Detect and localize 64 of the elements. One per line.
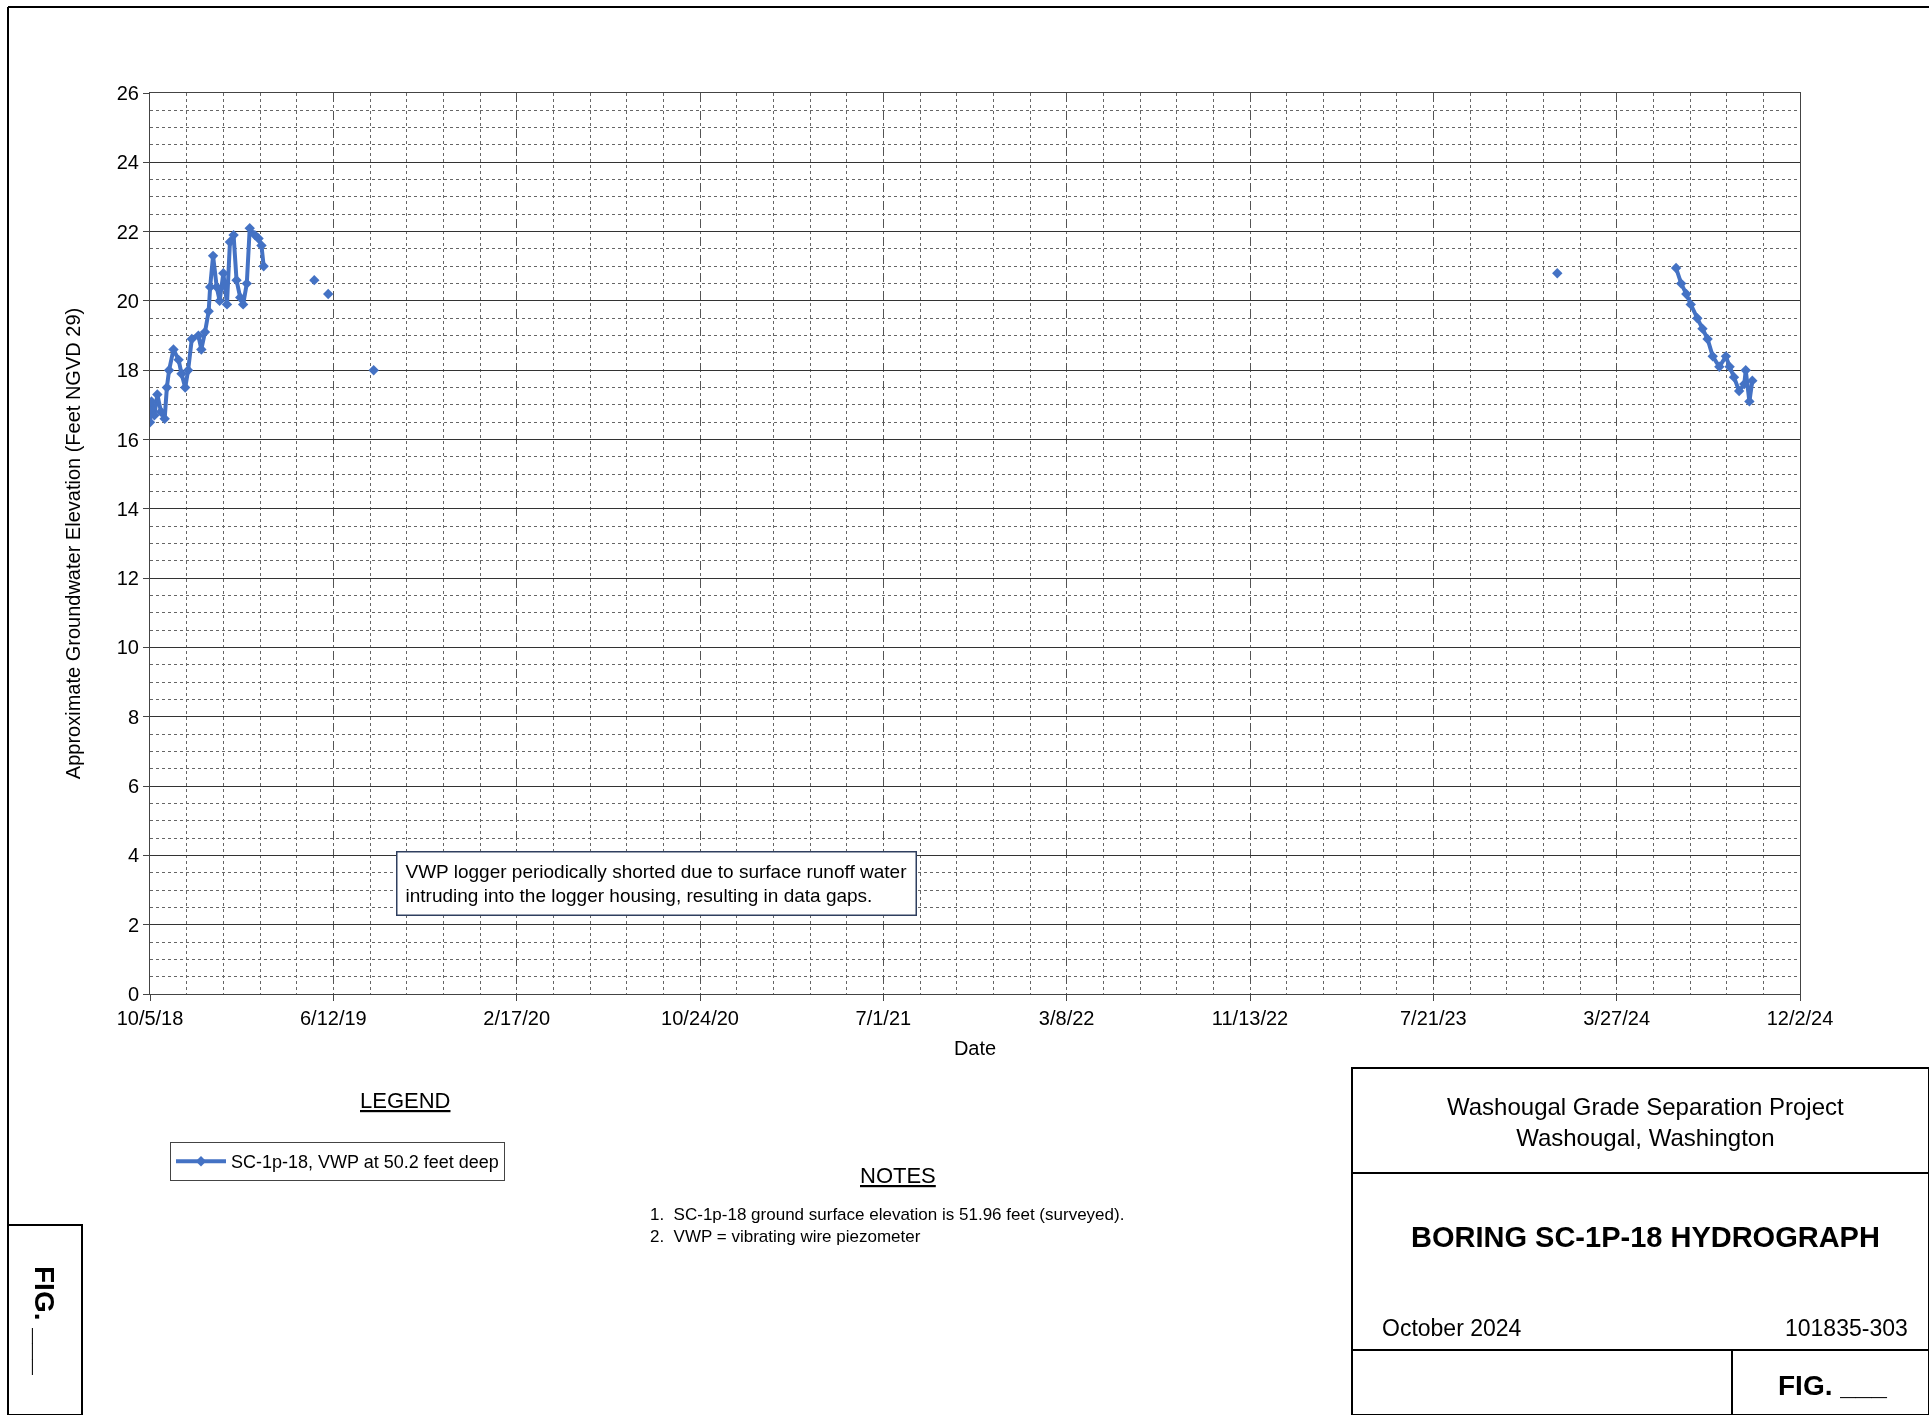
x-tick-label: 7/21/23	[1399, 1007, 1467, 1029]
y-tick-label: 12	[116, 567, 139, 590]
x-tick-label: 3/27/24	[1583, 1007, 1651, 1029]
point	[1720, 351, 1732, 362]
x-tick-label: 7/1/21	[855, 1007, 912, 1029]
point	[258, 261, 269, 272]
y-tick-label: 22	[116, 220, 139, 243]
point	[193, 330, 204, 341]
point	[256, 240, 267, 251]
point	[173, 354, 184, 366]
point	[1697, 323, 1708, 334]
point	[1670, 262, 1682, 274]
text: 2. VWP = vibrating wire piezometer	[650, 1227, 921, 1246]
y-tick-label: 18	[116, 359, 139, 382]
point	[203, 306, 214, 317]
point	[1728, 371, 1740, 383]
point	[1707, 351, 1718, 362]
text: 101835-303	[1785, 1315, 1908, 1341]
text: FIG. ___	[29, 1266, 60, 1376]
point	[1724, 361, 1735, 372]
point	[309, 274, 320, 286]
point	[1685, 299, 1696, 310]
point	[1702, 333, 1713, 345]
y-tick-label: 24	[116, 151, 139, 174]
y-tick-label: 8	[127, 705, 139, 728]
text: BORING SC-1P-18 HYDROGRAPH	[1411, 1221, 1880, 1253]
legend-title: LEGEND	[360, 1088, 451, 1113]
y-tick-label: 0	[127, 983, 139, 1005]
y-tick-label: 6	[127, 775, 139, 798]
point	[163, 365, 175, 376]
point	[253, 233, 264, 244]
x-tick-label: 10/5/18	[116, 1007, 184, 1029]
x-tick-label: 11/13/22	[1211, 1007, 1289, 1029]
y-tick-label: 20	[116, 289, 139, 312]
x-tick-label: 12/2/24	[1766, 1007, 1834, 1029]
point	[1747, 375, 1758, 386]
point	[1676, 278, 1687, 289]
text: October 2024	[1382, 1315, 1522, 1341]
text: FIG. ___	[1778, 1370, 1888, 1401]
y-tick-label: 26	[116, 82, 139, 104]
x-tick-label: 6/12/19	[299, 1007, 367, 1029]
text: NOTES	[860, 1163, 936, 1188]
point	[182, 365, 194, 376]
x-tick-label: 10/24/20	[661, 1007, 739, 1029]
y-tick-label: 4	[127, 844, 139, 867]
text: 1. SC-1p-18 ground surface elevation is 51.96 feet (surveyed).	[650, 1205, 1125, 1224]
annotation: VWP logger periodically shorted due to surface runoff water intruding into the logger housing, resulting in data gaps.	[405, 860, 908, 907]
point	[1733, 385, 1745, 397]
y-tick-label: 14	[116, 497, 139, 520]
point	[323, 288, 334, 300]
y-tick-label: 10	[116, 636, 139, 659]
point	[1692, 313, 1703, 324]
x-tick-label: 3/8/22	[1038, 1007, 1095, 1029]
point	[161, 382, 173, 393]
point	[176, 368, 187, 379]
y-axis-title: Approximate Groundwater Elevation (Feet NGVD 29)	[62, 307, 85, 780]
y-tick-label: 2	[127, 913, 139, 936]
point	[1714, 361, 1725, 372]
legend-label: SC-1p-18, VWP at 50.2 feet deep	[231, 1152, 499, 1173]
y-tick-label: 16	[116, 428, 139, 451]
x-tick-label: 2/17/20	[483, 1007, 551, 1029]
point	[1681, 288, 1692, 300]
x-axis-title: Date	[953, 1036, 997, 1059]
text: Washougal Grade Separation Project Washougal, Washington	[1447, 1093, 1844, 1152]
